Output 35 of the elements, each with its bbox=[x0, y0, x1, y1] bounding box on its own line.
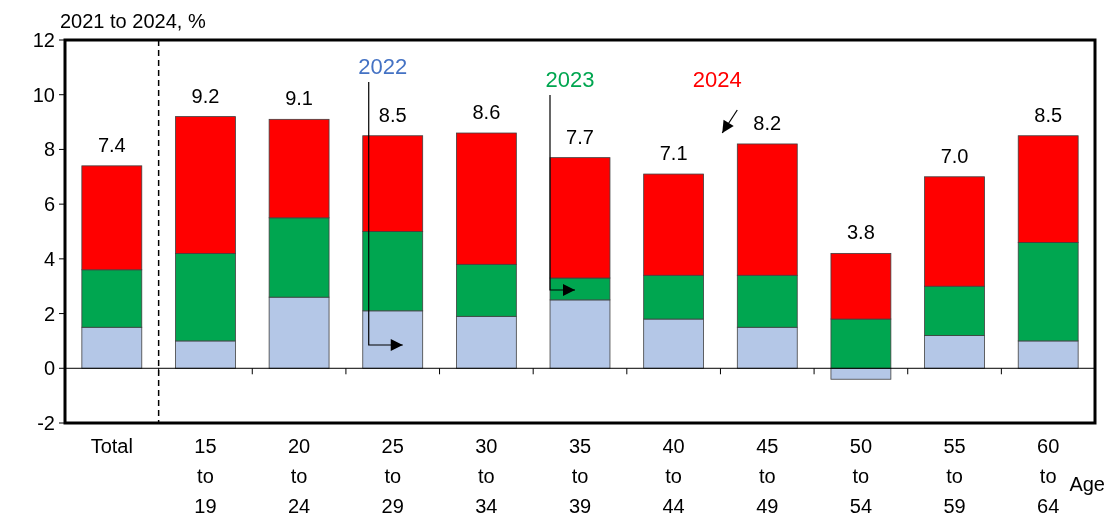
y-tick-label: -2 bbox=[37, 412, 55, 434]
x-tick-label: 40 to 44 bbox=[662, 435, 685, 517]
y-tick-label: 10 bbox=[32, 83, 55, 106]
x-tick-label: 15 to 19 bbox=[194, 435, 217, 517]
total-label: 7.7 bbox=[566, 125, 594, 148]
total-label: 8.5 bbox=[1034, 103, 1063, 126]
x-tick-label: 20 to 24 bbox=[287, 435, 311, 517]
total-label: 9.2 bbox=[191, 84, 220, 107]
total-label: 7.4 bbox=[97, 133, 126, 156]
y-tick-label: 0 bbox=[43, 357, 55, 380]
x-tick-label: 45 to 49 bbox=[756, 435, 779, 517]
x-tick-label: 30 to 34 bbox=[475, 435, 498, 517]
total-label: 8.6 bbox=[472, 101, 501, 124]
x-tick-label: 25 to 29 bbox=[381, 435, 404, 517]
x-tick-label: 55 to 59 bbox=[943, 435, 966, 517]
text: 2023 bbox=[545, 67, 595, 92]
x-tick-label: Total bbox=[90, 435, 133, 457]
total-label: 3.8 bbox=[847, 221, 875, 244]
y-axis-title: 2021 to 2024, % bbox=[60, 10, 206, 32]
x-tick-label: 60 to 64 bbox=[1037, 435, 1060, 517]
y-tick-label: 12 bbox=[32, 29, 55, 51]
total-label: 9.1 bbox=[285, 87, 313, 110]
total-label: 8.2 bbox=[753, 111, 782, 134]
text: 2024 bbox=[692, 67, 742, 92]
x-tick-label: 35 to 39 bbox=[568, 435, 592, 517]
x-axis-title: Age bbox=[1069, 473, 1105, 495]
x-tick-label: 50 to 54 bbox=[849, 435, 873, 517]
text: 2022 bbox=[358, 54, 408, 79]
total-label: 7.0 bbox=[940, 144, 969, 167]
y-tick-label: 2 bbox=[43, 302, 55, 325]
total-label: 7.1 bbox=[659, 142, 688, 165]
total-label: 8.5 bbox=[378, 103, 407, 126]
y-tick-label: 4 bbox=[43, 247, 55, 270]
y-tick-label: 6 bbox=[43, 193, 55, 216]
y-tick-label: 8 bbox=[43, 138, 55, 161]
